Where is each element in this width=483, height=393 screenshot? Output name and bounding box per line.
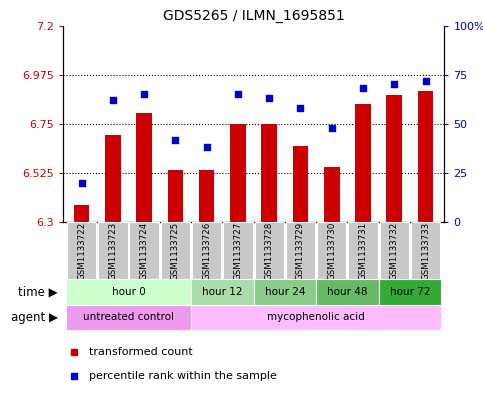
Title: GDS5265 / ILMN_1695851: GDS5265 / ILMN_1695851 bbox=[163, 9, 344, 23]
Bar bbox=[316, 279, 379, 305]
Text: hour 12: hour 12 bbox=[202, 287, 242, 297]
Text: GSM1133725: GSM1133725 bbox=[171, 221, 180, 280]
Bar bbox=[261, 124, 277, 222]
Point bbox=[78, 180, 85, 186]
Bar bbox=[168, 170, 183, 222]
Text: agent ▶: agent ▶ bbox=[11, 311, 58, 324]
Bar bbox=[317, 222, 346, 279]
Bar bbox=[192, 222, 221, 279]
Text: hour 24: hour 24 bbox=[265, 287, 305, 297]
Bar bbox=[230, 124, 246, 222]
Bar bbox=[223, 222, 253, 279]
Point bbox=[71, 349, 78, 355]
Point bbox=[140, 91, 148, 97]
Text: GSM1133729: GSM1133729 bbox=[296, 222, 305, 279]
Point bbox=[71, 373, 78, 380]
Text: transformed count: transformed count bbox=[89, 347, 193, 357]
Bar bbox=[255, 222, 284, 279]
Bar bbox=[199, 170, 214, 222]
Point bbox=[328, 125, 336, 131]
Bar bbox=[161, 222, 190, 279]
Point bbox=[203, 144, 211, 151]
Text: GSM1133727: GSM1133727 bbox=[233, 221, 242, 280]
Point bbox=[297, 105, 304, 111]
Bar bbox=[355, 104, 371, 222]
Point bbox=[171, 136, 179, 143]
Text: GSM1133723: GSM1133723 bbox=[108, 221, 117, 280]
Bar bbox=[129, 222, 159, 279]
Bar bbox=[191, 305, 441, 330]
Point bbox=[422, 77, 429, 84]
Point bbox=[234, 91, 242, 97]
Bar bbox=[386, 95, 402, 222]
Point bbox=[359, 85, 367, 92]
Text: hour 48: hour 48 bbox=[327, 287, 368, 297]
Point bbox=[265, 95, 273, 101]
Text: GSM1133722: GSM1133722 bbox=[77, 221, 86, 280]
Text: hour 72: hour 72 bbox=[390, 287, 430, 297]
Text: hour 0: hour 0 bbox=[112, 287, 145, 297]
Bar bbox=[98, 222, 128, 279]
Text: GSM1133731: GSM1133731 bbox=[358, 221, 368, 280]
Bar bbox=[348, 222, 378, 279]
Text: percentile rank within the sample: percentile rank within the sample bbox=[89, 371, 277, 382]
Text: untreated control: untreated control bbox=[83, 312, 174, 322]
Bar bbox=[418, 91, 433, 222]
Bar bbox=[324, 167, 340, 222]
Bar bbox=[66, 279, 191, 305]
Bar bbox=[379, 279, 441, 305]
Bar bbox=[380, 222, 409, 279]
Bar bbox=[67, 222, 96, 279]
Bar bbox=[286, 222, 315, 279]
Bar bbox=[254, 279, 316, 305]
Text: GSM1133732: GSM1133732 bbox=[390, 221, 399, 280]
Bar bbox=[293, 146, 308, 222]
Bar bbox=[66, 305, 191, 330]
Text: time ▶: time ▶ bbox=[18, 285, 58, 298]
Point bbox=[390, 81, 398, 88]
Bar bbox=[74, 205, 89, 222]
Text: mycophenolic acid: mycophenolic acid bbox=[267, 312, 365, 322]
Point bbox=[109, 97, 117, 103]
Text: GSM1133726: GSM1133726 bbox=[202, 221, 211, 280]
Bar bbox=[105, 135, 121, 222]
Bar bbox=[411, 222, 440, 279]
Bar bbox=[191, 279, 254, 305]
Text: GSM1133724: GSM1133724 bbox=[140, 221, 149, 280]
Text: GSM1133730: GSM1133730 bbox=[327, 221, 336, 280]
Bar bbox=[136, 113, 152, 222]
Text: GSM1133728: GSM1133728 bbox=[265, 221, 274, 280]
Text: GSM1133733: GSM1133733 bbox=[421, 221, 430, 280]
